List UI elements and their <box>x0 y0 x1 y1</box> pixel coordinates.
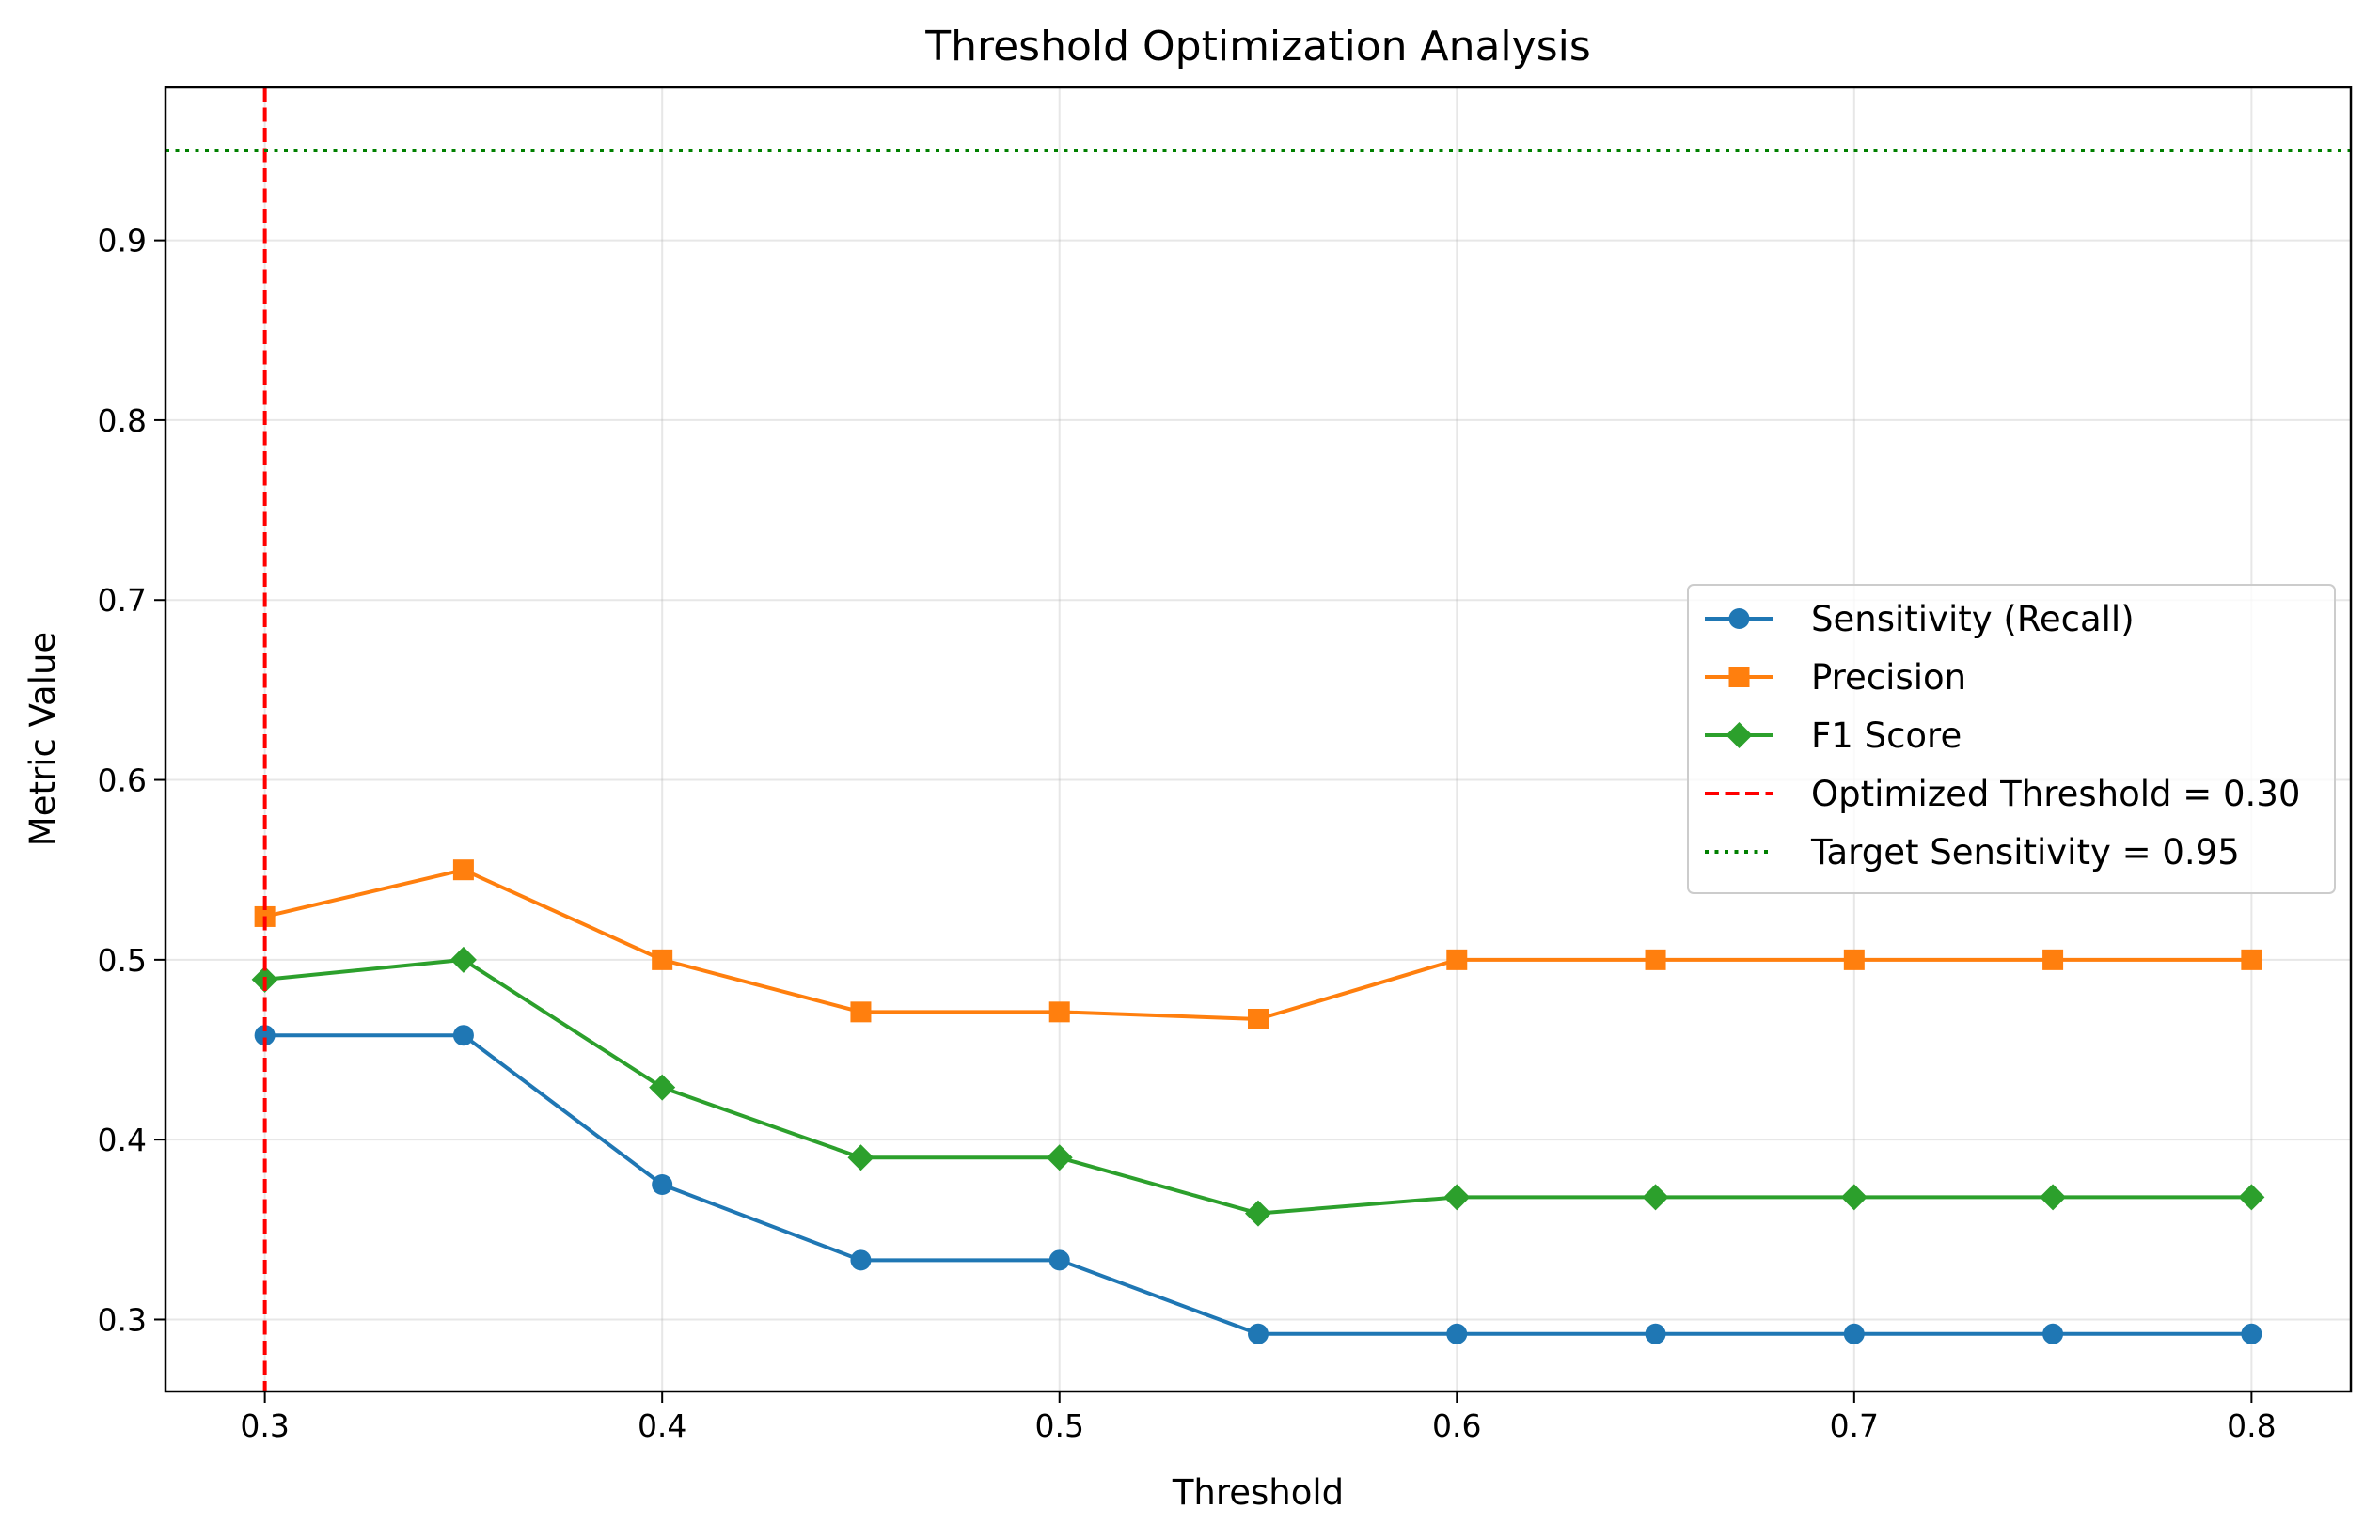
f1-score-line <box>264 957 2252 1216</box>
legend: Sensitivity (Recall) Precision F1 Score Opt… <box>1687 584 2336 894</box>
sensitivity-recall-point <box>1843 1323 1865 1344</box>
reference-lines <box>165 87 2351 1391</box>
sensitivity-recall-point <box>1048 1249 1070 1271</box>
series-precision <box>254 859 2262 1029</box>
precision-point <box>1446 949 1468 970</box>
y-tick-label: 0.4 <box>98 1122 147 1158</box>
f1-score-point <box>1245 1200 1271 1227</box>
f1-score-point <box>649 1074 676 1101</box>
sensitivity-recall-line <box>264 1033 2252 1336</box>
legend-label: F1 Score <box>1811 715 1962 756</box>
x-tick-label: 0.6 <box>1432 1407 1481 1444</box>
y-tick-label: 0.8 <box>98 402 147 439</box>
precision-point <box>2042 949 2064 970</box>
legend-box <box>1687 584 2336 894</box>
x-tick-label: 0.8 <box>2227 1407 2276 1444</box>
precision-point <box>652 949 673 970</box>
sensitivity-recall-point <box>2241 1323 2262 1344</box>
y-tick-label: 0.5 <box>98 942 147 979</box>
legend-item: Sensitivity (Recall) <box>1705 599 2135 639</box>
f1-score-point <box>1642 1184 1669 1211</box>
sensitivity-recall-point <box>254 1025 276 1046</box>
x-axis: 0.3 0.4 0.5 0.6 0.7 0.8 <box>240 1391 2277 1444</box>
legend-item: Target Sensitivity = 0.95 <box>1705 832 2240 872</box>
f1-score-point <box>1443 1184 1471 1211</box>
chart-title: Threshold Optimization Analysis <box>924 23 1591 71</box>
precision-point <box>850 1001 872 1023</box>
precision-point <box>1843 949 1865 970</box>
series-group <box>251 859 2265 1344</box>
legend-label: Precision <box>1811 657 1966 698</box>
y-axis: 0.3 0.4 0.5 0.6 0.7 0.8 0.9 <box>98 223 165 1338</box>
y-axis-title: Metric Value <box>23 632 63 846</box>
x-tick-label: 0.5 <box>1034 1407 1083 1444</box>
sensitivity-recall-point <box>1248 1323 1269 1344</box>
y-tick-label: 0.3 <box>98 1301 147 1338</box>
f1-score-point <box>2238 1184 2265 1211</box>
x-tick-label: 0.4 <box>638 1407 686 1444</box>
sensitivity-recall-point <box>452 1025 474 1046</box>
precision-point <box>1645 949 1666 970</box>
f1-score-point <box>847 1144 875 1171</box>
x-tick-label: 0.7 <box>1830 1407 1879 1444</box>
legend-label: Optimized Threshold = 0.30 <box>1811 774 2300 814</box>
plot-frame <box>164 86 2353 1393</box>
f1-score-point <box>2040 1184 2067 1211</box>
sensitivity-recall-point <box>1446 1323 1468 1344</box>
f1-score-point <box>1840 1184 1868 1211</box>
series-f1-score <box>251 946 2265 1227</box>
series-sensitivity-recall <box>254 1025 2262 1344</box>
legend-item: Optimized Threshold = 0.30 <box>1705 774 2300 814</box>
legend-item: F1 Score <box>1705 715 1962 756</box>
x-axis-title: Threshold <box>1172 1472 1344 1513</box>
sensitivity-recall-point <box>652 1173 673 1195</box>
precision-point <box>1248 1008 1269 1029</box>
legend-swatch-marker <box>1726 722 1753 748</box>
y-tick-label: 0.9 <box>98 223 147 259</box>
x-tick-label: 0.3 <box>240 1407 289 1444</box>
y-tick-label: 0.7 <box>98 582 147 619</box>
legend-swatch-marker <box>1728 667 1750 687</box>
precision-point <box>452 859 474 881</box>
y-tick-label: 0.6 <box>98 762 147 799</box>
legend-label: Sensitivity (Recall) <box>1811 599 2135 639</box>
f1-score-point <box>449 946 477 973</box>
legend-swatch-marker <box>1728 608 1750 629</box>
legend-label: Target Sensitivity = 0.95 <box>1810 832 2240 872</box>
sensitivity-recall-point <box>1645 1323 1666 1344</box>
f1-score-point <box>1046 1144 1073 1171</box>
sensitivity-recall-point <box>2042 1323 2064 1344</box>
precision-point <box>2241 949 2262 970</box>
sensitivity-recall-point <box>850 1249 872 1271</box>
legend-item: Precision <box>1705 657 1966 698</box>
precision-point <box>1048 1001 1070 1023</box>
